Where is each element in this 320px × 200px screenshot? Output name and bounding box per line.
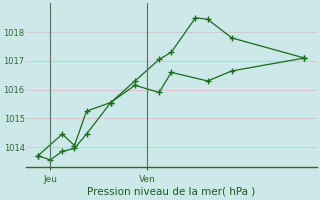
- X-axis label: Pression niveau de la mer( hPa ): Pression niveau de la mer( hPa ): [87, 187, 255, 197]
